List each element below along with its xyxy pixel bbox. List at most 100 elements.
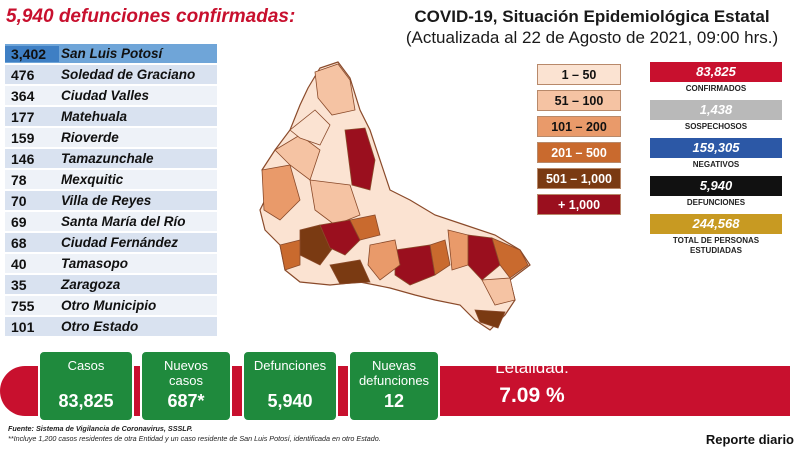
municipality-row: 78 Mexquitic: [5, 170, 217, 189]
stat-value: 1,438: [650, 100, 782, 120]
municipality-count: 35: [11, 276, 27, 293]
cases-card: Casos 83,825: [38, 350, 134, 422]
municipality-death-table: 3,402 San Luis Potosí 476 Soledad de Gracia…: [5, 44, 217, 338]
stat-card: 159,305 NEGATIVOS: [650, 138, 782, 170]
municipality-row: 3,402 San Luis Potosí: [5, 44, 217, 63]
map-region-huasteca2: [481, 277, 516, 306]
cases-value: 83,825: [58, 391, 114, 411]
new-cases-value: 687*: [167, 391, 205, 411]
municipality-count: 159: [11, 129, 35, 146]
map-region-huasteca1: [491, 237, 529, 279]
municipality-count: 78: [11, 171, 27, 188]
municipality-row: 159 Rioverde: [5, 128, 217, 147]
municipality-count: 101: [11, 318, 35, 335]
stat-label: SOSPECHOSOS: [684, 122, 748, 131]
map-region-soledad: [349, 214, 381, 241]
stat-card: 5,940 DEFUNCIONES: [650, 176, 782, 208]
stat-value: 244,568: [650, 214, 782, 234]
cases-label: Casos: [67, 358, 105, 373]
municipality-name: Mexquitic: [61, 172, 124, 187]
stat-value: 83,825: [650, 62, 782, 82]
deaths-value: 5,940: [267, 391, 313, 411]
legend-item: 1 – 50: [537, 64, 621, 85]
municipality-count: 69: [11, 213, 27, 230]
municipality-name: Otro Estado: [61, 319, 139, 334]
legend-item: + 1,000: [537, 194, 621, 215]
stat-value: 5,940: [650, 176, 782, 196]
map-legend: 1 – 50 51 – 100 101 – 200 201 – 500 501 – 1,…: [537, 64, 621, 220]
municipality-name: Ciudad Valles: [61, 88, 150, 103]
map-region-central1: [309, 179, 361, 226]
inclusion-note: **Incluye 1,200 casos residentes de otra…: [8, 434, 381, 443]
municipality-count: 177: [11, 108, 35, 125]
map-region-north: [314, 63, 356, 116]
new-cases-label: Nuevos casos: [163, 358, 209, 388]
municipality-count: 476: [11, 66, 35, 83]
page-title: 5,940 defunciones confirmadas:: [6, 6, 296, 27]
municipality-count: 755: [11, 297, 35, 314]
municipality-name: Otro Municipio: [61, 298, 157, 313]
stat-value: 159,305: [650, 138, 782, 158]
new-deaths-label: Nuevas defunciones: [358, 358, 430, 388]
map-region-rioverde: [394, 244, 436, 286]
map-region-north2: [289, 109, 331, 146]
municipality-row: 40 Tamasopo: [5, 254, 217, 273]
map-region-villa-reyes: [329, 259, 371, 285]
municipality-row: 146 Tamazunchale: [5, 149, 217, 168]
map-region-fernandez: [429, 239, 451, 276]
map-region-west3: [279, 239, 301, 271]
state-map: [259, 61, 531, 331]
municipality-count: 70: [11, 192, 27, 209]
legend-item: 201 – 500: [537, 142, 621, 163]
municipality-row: 35 Zaragoza: [5, 275, 217, 294]
municipality-row: 101 Otro Estado: [5, 317, 217, 336]
municipality-row: 476 Soledad de Graciano: [5, 65, 217, 84]
map-region-tamazunchale: [474, 309, 506, 329]
stat-label: TOTAL DE PERSONAS ESTUDIADAS: [672, 236, 760, 255]
municipality-name: Ciudad Fernández: [61, 235, 179, 250]
municipality-row: 68 Ciudad Fernández: [5, 233, 217, 252]
municipality-name: Soledad de Graciano: [61, 67, 196, 82]
stat-label: CONFIRMADOS: [685, 84, 747, 93]
legend-item: 51 – 100: [537, 90, 621, 111]
report-date: (Actualizada al 22 de Agosto de 2021, 09…: [405, 28, 779, 47]
stats-panel: 83,825 CONFIRMADOS 1,438 SOSPECHOSOS 159,305…: [650, 62, 782, 262]
stat-label: DEFUNCIONES: [686, 198, 746, 207]
municipality-name: Tamazunchale: [61, 151, 154, 166]
deaths-label: Defunciones: [253, 358, 327, 373]
deaths-card: Defunciones 5,940: [242, 350, 338, 422]
stat-card: 1,438 SOSPECHOSOS: [650, 100, 782, 132]
footnotes: Fuente: Sistema de Vigilancia de Coronav…: [8, 424, 381, 444]
lethality-block: Letalidad: 7.09 %: [442, 356, 622, 408]
map-region-matehuala: [344, 127, 376, 191]
new-cases-card: Nuevos casos 687*: [140, 350, 232, 422]
stat-card: 244,568 TOTAL DE PERSONAS ESTUDIADAS: [650, 214, 782, 256]
municipality-count: 364: [11, 87, 35, 104]
municipality-count: 3,402: [5, 45, 59, 62]
municipality-count: 40: [11, 255, 27, 272]
daily-report-label: Reporte diario: [705, 432, 794, 447]
source-note: Fuente: Sistema de Vigilancia de Coronav…: [8, 424, 193, 433]
municipality-name: Rioverde: [61, 130, 119, 145]
municipality-name: San Luis Potosí: [61, 46, 163, 61]
municipality-name: Villa de Reyes: [61, 193, 152, 208]
map-region-tamasopo: [447, 229, 469, 271]
stat-card: 83,825 CONFIRMADOS: [650, 62, 782, 94]
map-region-west2: [274, 134, 321, 181]
municipality-row: 70 Villa de Reyes: [5, 191, 217, 210]
municipality-name: Matehuala: [61, 109, 128, 124]
stat-label: NEGATIVOS: [692, 160, 740, 169]
map-region-central2: [367, 239, 401, 281]
municipality-row: 364 Ciudad Valles: [5, 86, 217, 105]
municipality-name: Zaragoza: [61, 277, 121, 292]
lethality-label: Letalidad:: [495, 358, 569, 377]
new-deaths-card: Nuevas defunciones 12: [348, 350, 440, 422]
legend-item: 501 – 1,000: [537, 168, 621, 189]
legend-item: 101 – 200: [537, 116, 621, 137]
report-title-block: COVID-19, Situación Epidemiológica Estat…: [392, 6, 792, 48]
municipality-name: Tamasopo: [61, 256, 129, 271]
new-deaths-value: 12: [383, 391, 405, 411]
municipality-name: Santa María del Río: [61, 214, 186, 229]
lethality-value: 7.09 %: [499, 384, 565, 407]
report-title: COVID-19, Situación Epidemiológica Estat…: [414, 7, 770, 26]
